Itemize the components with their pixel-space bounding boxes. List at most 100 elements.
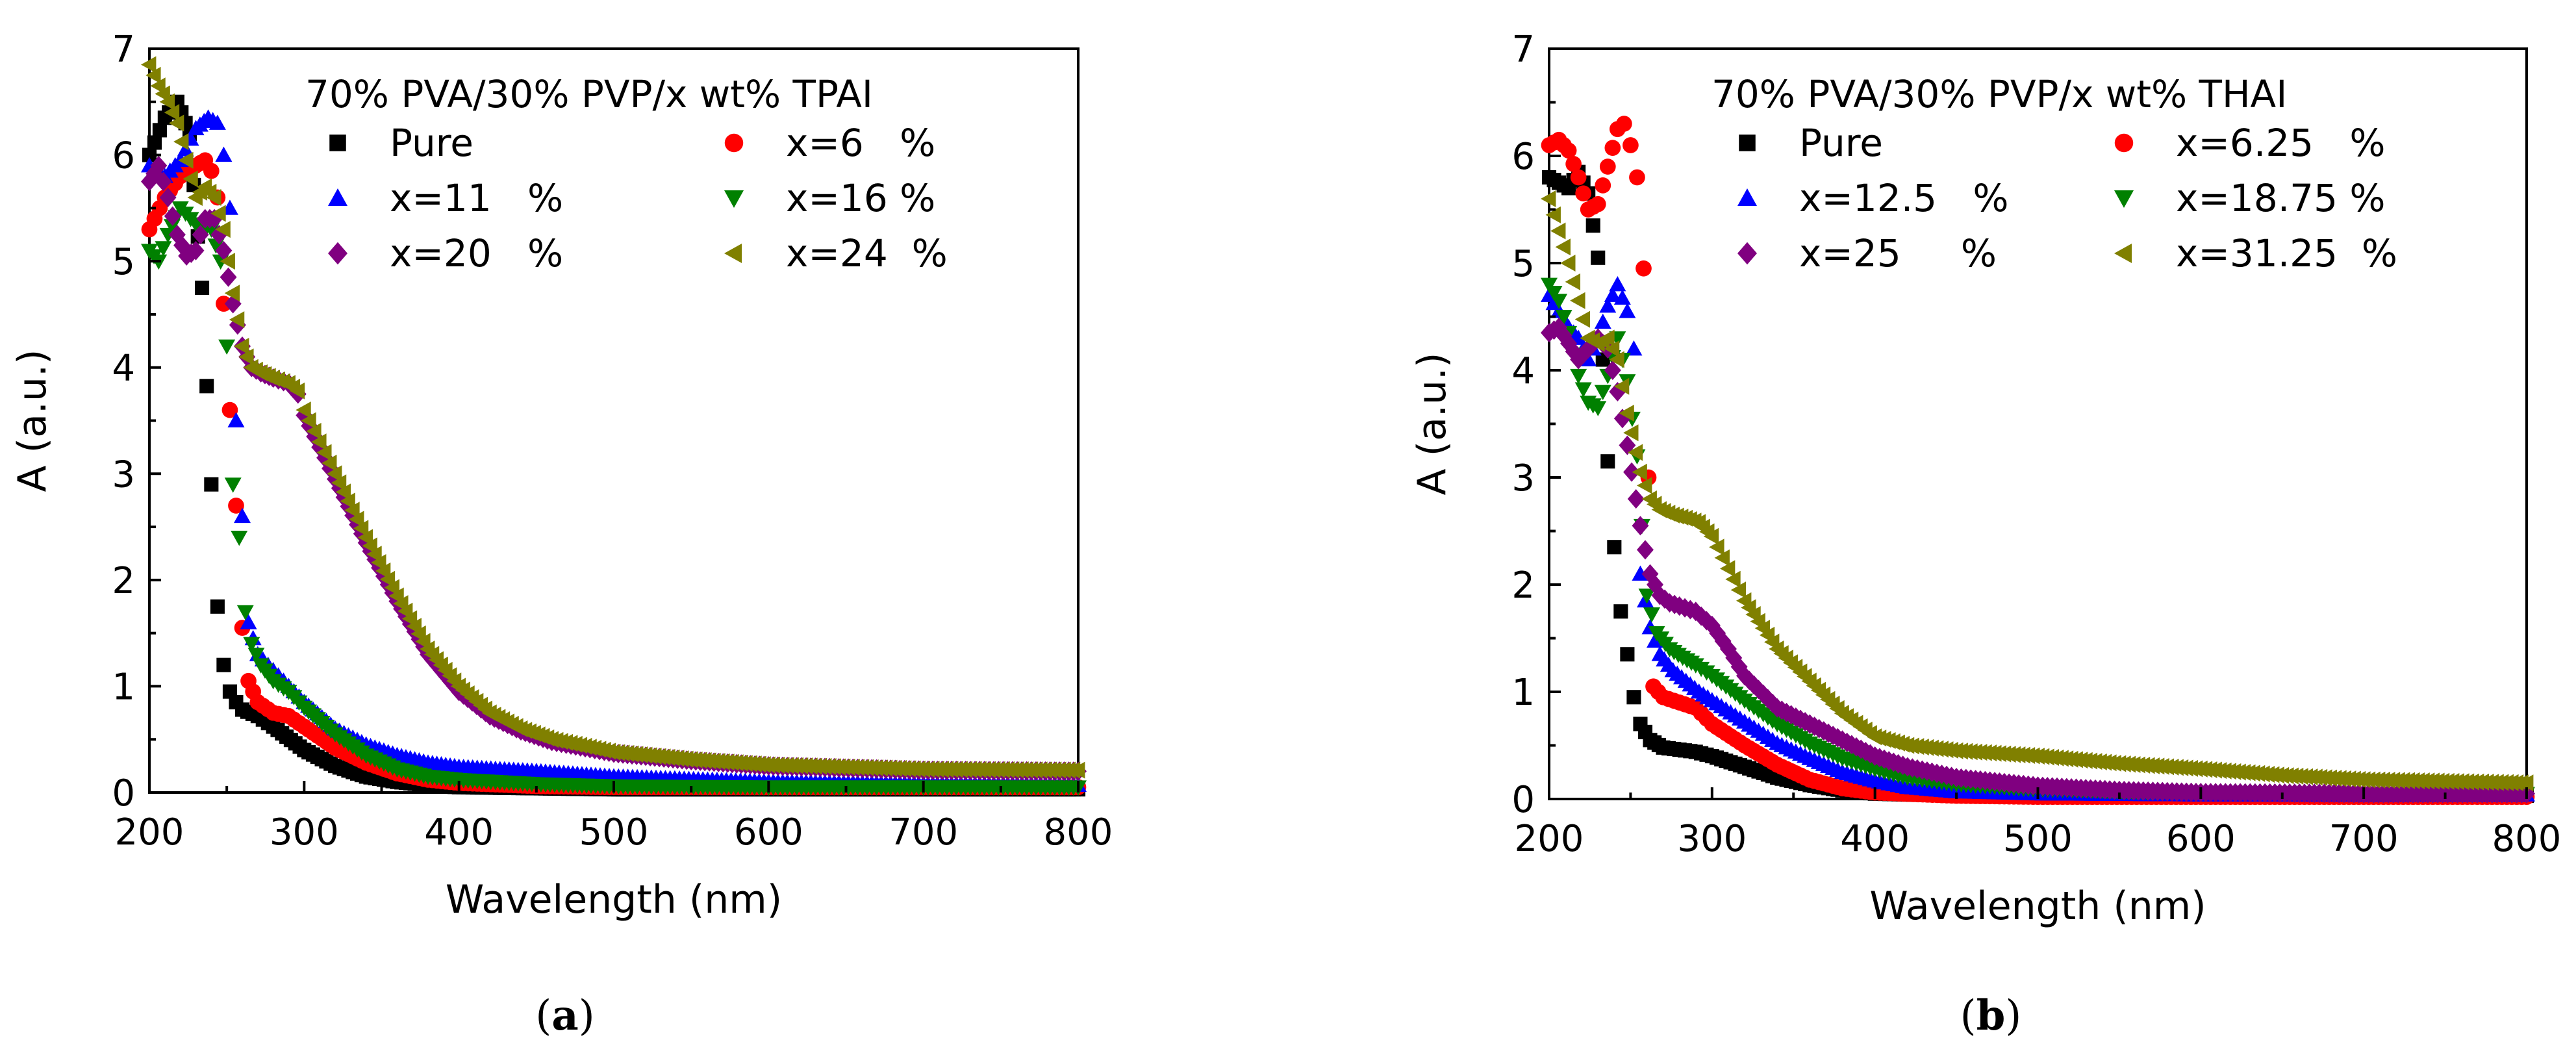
data-point bbox=[1632, 463, 1647, 481]
data-point bbox=[1714, 549, 1730, 566]
data-point bbox=[1607, 540, 1622, 555]
data-point bbox=[1647, 632, 1664, 648]
data-point bbox=[1570, 292, 1585, 309]
data-point bbox=[335, 483, 351, 501]
x-axis-label-b: Wavelength (nm) bbox=[1869, 883, 2206, 929]
data-point bbox=[206, 189, 221, 206]
legend-label: x=20 % bbox=[390, 231, 563, 275]
data-point bbox=[1627, 444, 1643, 461]
data-points-b bbox=[1541, 116, 2535, 806]
data-point bbox=[1565, 273, 1581, 290]
data-point bbox=[155, 241, 172, 257]
legend-item: Pure bbox=[329, 121, 474, 165]
data-point bbox=[1570, 169, 1587, 186]
data-point bbox=[240, 614, 257, 629]
legend-item: x=6.25 % bbox=[2114, 121, 2385, 165]
data-point bbox=[371, 558, 388, 578]
data-point bbox=[410, 629, 428, 649]
data-point bbox=[203, 162, 220, 179]
data-point bbox=[1565, 156, 1582, 172]
y-tick-label: 1 bbox=[1511, 672, 1535, 714]
legend-label: Pure bbox=[1799, 121, 1883, 165]
panel-label-letter-b: b bbox=[1976, 991, 2006, 1040]
data-point bbox=[150, 155, 168, 175]
data-point bbox=[164, 206, 181, 226]
legend-marker bbox=[1739, 134, 1756, 151]
legend-item: x=16 % bbox=[724, 176, 935, 220]
legend-marker bbox=[2114, 133, 2134, 153]
data-point bbox=[1709, 623, 1726, 643]
y-axis-label-b: A (a.u.) bbox=[1409, 353, 1455, 496]
data-point bbox=[1730, 581, 1747, 599]
axis-ticks-b: 200 300 400 500 600 700 800 0 1 2 3 4 5 6 7 bbox=[1511, 29, 2561, 860]
data-point bbox=[1541, 190, 1556, 207]
data-point bbox=[1619, 405, 1634, 422]
legend-label: x=16 % bbox=[786, 176, 935, 220]
legend-marker bbox=[2114, 244, 2132, 263]
data-point bbox=[316, 444, 332, 461]
y-tick-label: 6 bbox=[1511, 136, 1535, 178]
data-point bbox=[224, 477, 242, 493]
data-point bbox=[1574, 382, 1592, 398]
data-point bbox=[1070, 761, 1085, 779]
data-point bbox=[220, 253, 235, 270]
data-point bbox=[311, 433, 327, 451]
data-point bbox=[224, 285, 240, 302]
x-tick-label: 500 bbox=[579, 811, 649, 854]
legend-a: Pure x=6 % x=11 % x=16 % x=20 % x=24 % bbox=[328, 121, 948, 275]
data-point bbox=[187, 240, 205, 260]
data-point bbox=[1616, 116, 1632, 132]
data-point bbox=[1574, 311, 1591, 328]
data-point bbox=[215, 221, 231, 238]
data-point bbox=[168, 114, 184, 132]
data-point bbox=[379, 570, 396, 588]
x-tick-label: 800 bbox=[2492, 818, 2562, 860]
legend-label: x=6.25 % bbox=[2176, 121, 2385, 165]
data-point bbox=[1604, 140, 1621, 156]
panel-label-b: (b) bbox=[1960, 991, 2022, 1040]
data-point bbox=[362, 541, 379, 561]
panel-label-open-b: ( bbox=[1960, 992, 1976, 1040]
data-point bbox=[1570, 368, 1587, 385]
x-tick-label: 800 bbox=[1044, 811, 1113, 854]
data-point bbox=[1560, 142, 1577, 159]
legend-title-b: 70% PVA/30% PVP/x wt% THAI bbox=[1711, 72, 2287, 116]
data-point bbox=[1609, 276, 1626, 292]
legend-item: Pure bbox=[1739, 121, 1883, 165]
data-point bbox=[1575, 185, 1592, 202]
y-tick-label: 2 bbox=[1511, 565, 1535, 607]
legend-title-a: 70% PVA/30% PVP/x wt% TPAI bbox=[305, 72, 873, 116]
x-tick-label: 600 bbox=[734, 811, 803, 854]
panel-label-letter-a: a bbox=[551, 991, 578, 1040]
legend-label: x=12.5 % bbox=[1799, 176, 2008, 220]
data-point bbox=[1604, 340, 1620, 357]
chart-panel-a: 200 300 400 500 600 700 800 0 1 2 3 4 5 6 7 70% PVA/30… bbox=[10, 29, 1113, 1040]
data-point bbox=[220, 267, 237, 287]
data-point bbox=[159, 188, 177, 207]
legend-marker bbox=[1737, 188, 1757, 206]
data-points-a bbox=[141, 56, 1087, 797]
data-point bbox=[1599, 159, 1616, 175]
data-point bbox=[1619, 303, 1636, 318]
data-point bbox=[164, 104, 180, 121]
data-point bbox=[362, 537, 377, 555]
data-point bbox=[1635, 260, 1652, 277]
data-point bbox=[375, 566, 392, 586]
legend-marker bbox=[328, 188, 347, 206]
data-point bbox=[1550, 222, 1566, 240]
data-point bbox=[1623, 424, 1639, 442]
data-point bbox=[1604, 286, 1621, 302]
data-point bbox=[247, 647, 265, 663]
y-tick-label: 7 bbox=[112, 29, 135, 71]
data-point bbox=[178, 151, 194, 169]
x-tick-label: 200 bbox=[115, 811, 184, 854]
data-point bbox=[194, 280, 210, 296]
series-6 bbox=[1541, 190, 2534, 792]
data-point bbox=[397, 606, 414, 626]
legend-label: x=18.75 % bbox=[2176, 176, 2386, 220]
legend-marker bbox=[328, 242, 347, 265]
data-point bbox=[1620, 647, 1635, 662]
data-point bbox=[344, 501, 360, 519]
legend-label: x=6 % bbox=[786, 121, 935, 165]
series-4 bbox=[141, 201, 1087, 796]
